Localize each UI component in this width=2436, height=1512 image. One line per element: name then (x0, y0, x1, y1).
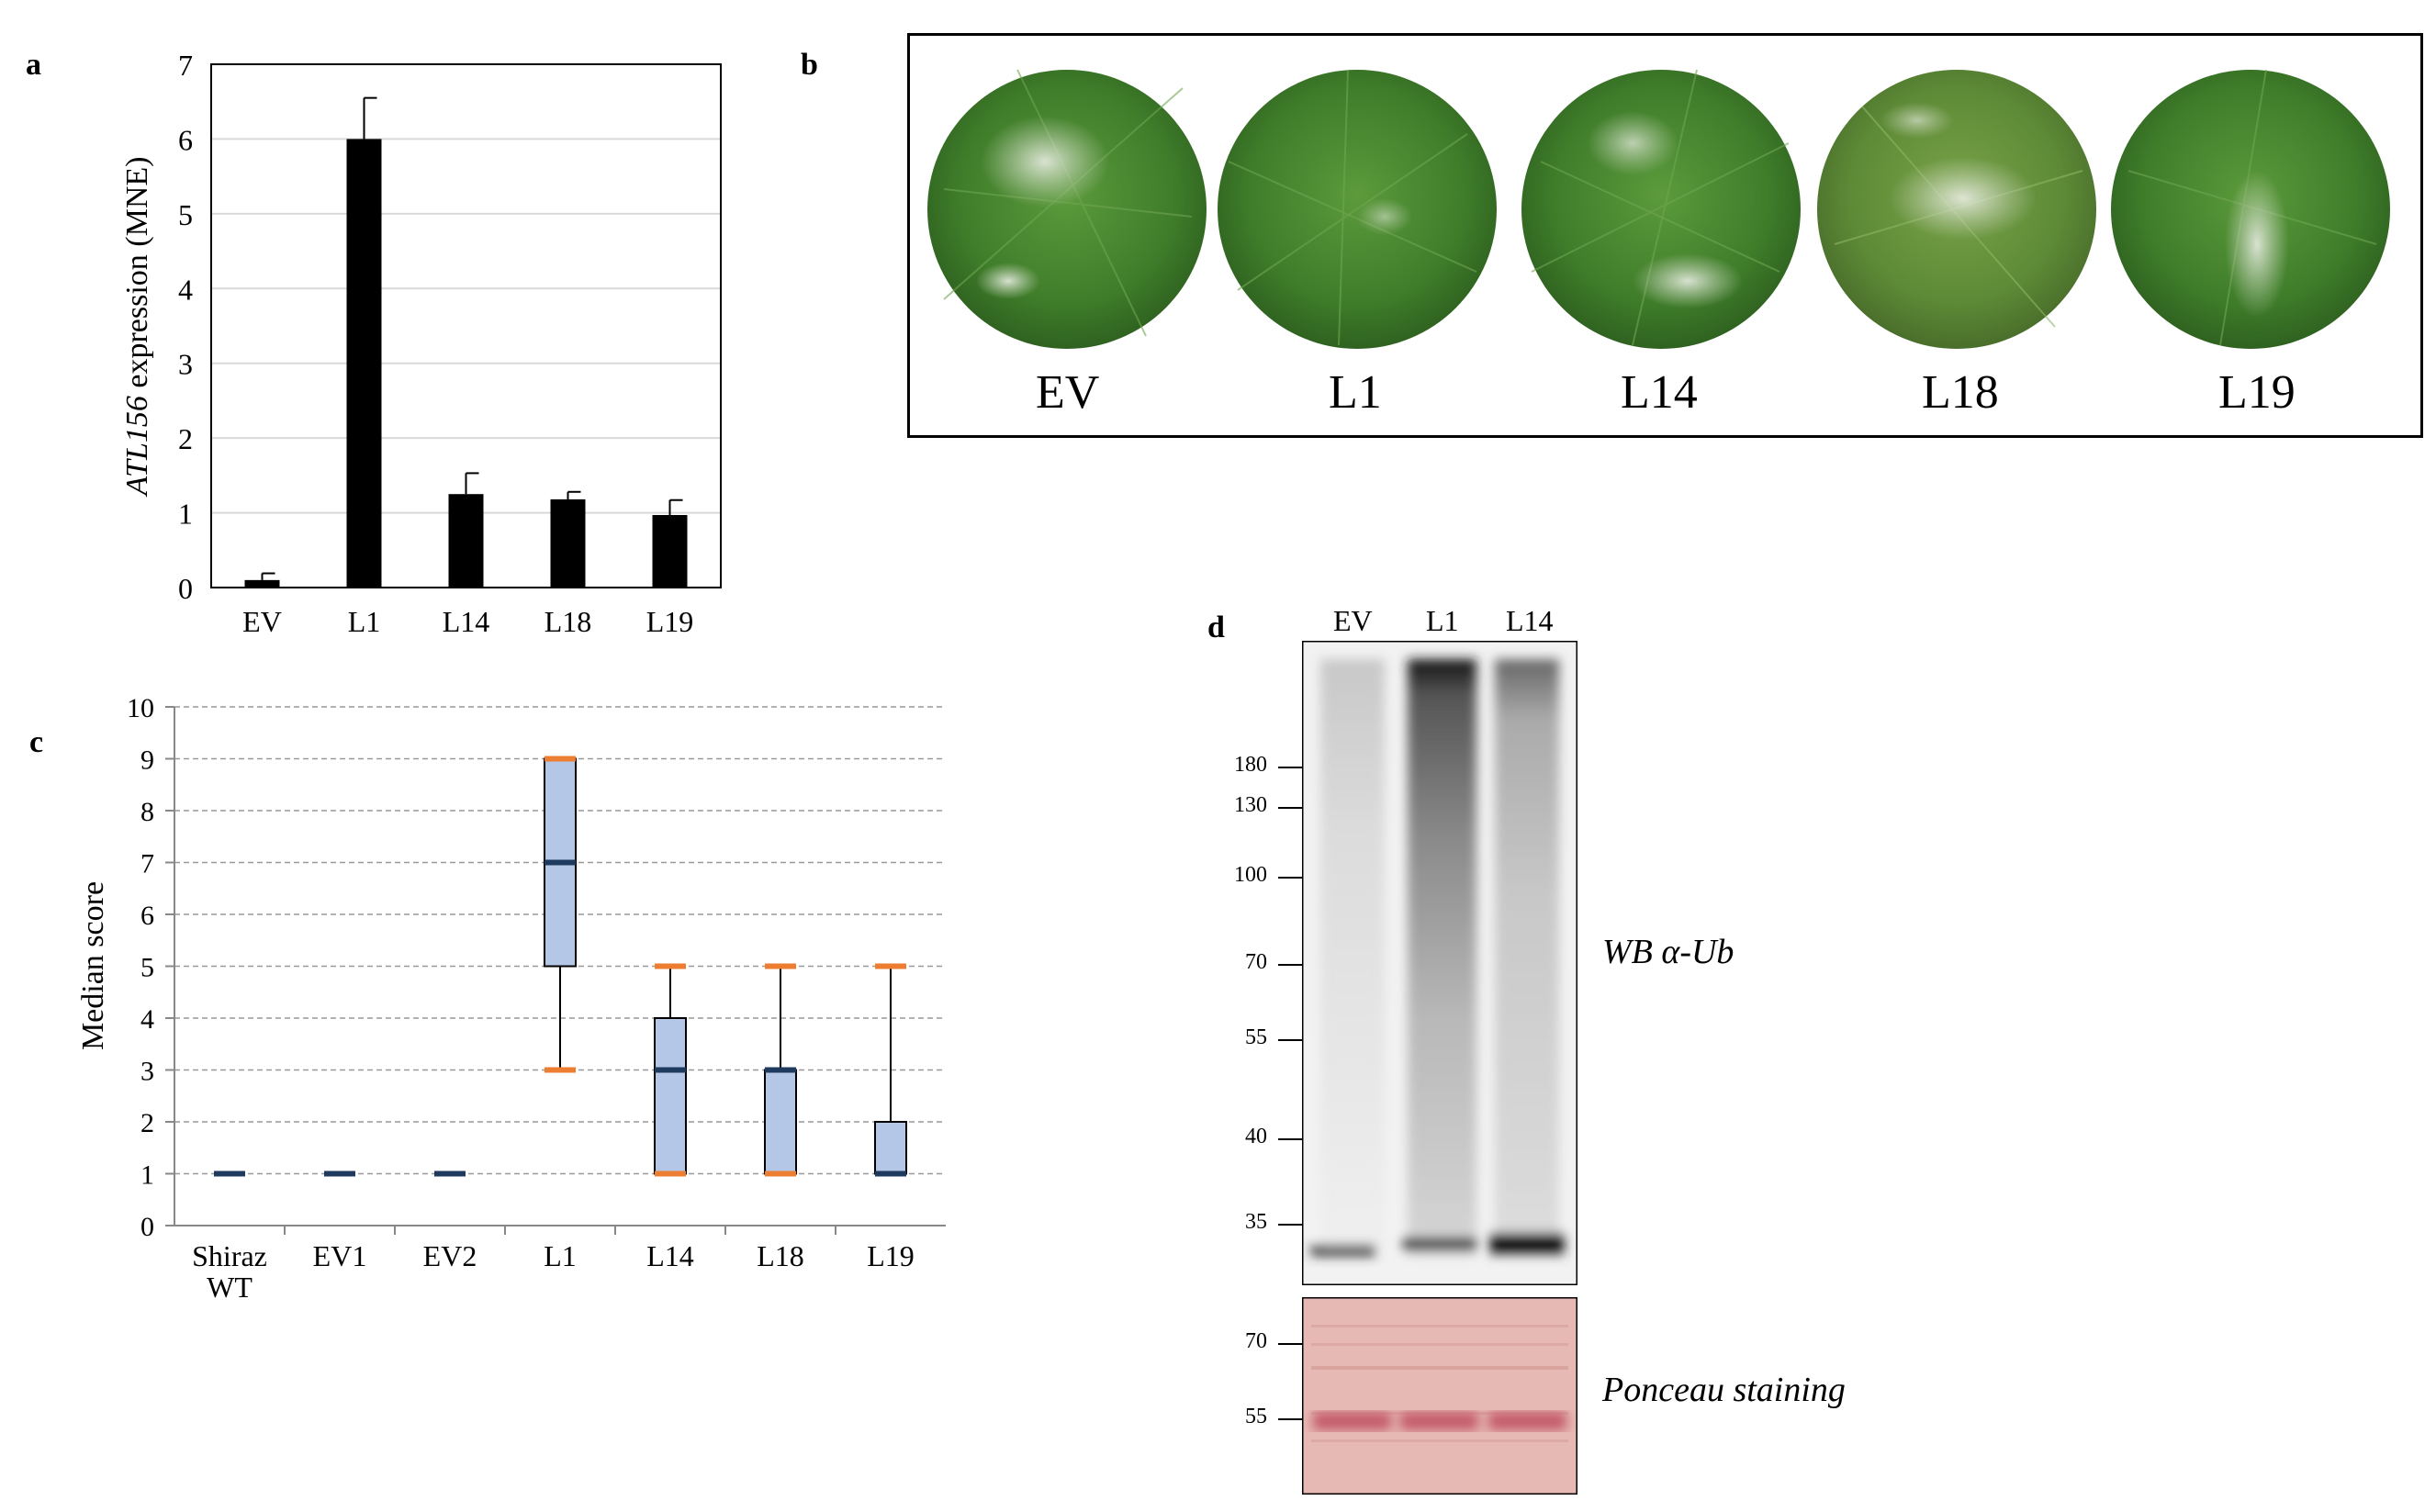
y-tick-label-a-4: 4 (178, 273, 193, 306)
x-tick-label-c-ev2: EV2 (423, 1239, 477, 1272)
y-tick-label-a-5: 5 (178, 198, 193, 231)
box-l19 (874, 1121, 907, 1175)
y-tick-label-a-2: 2 (178, 422, 193, 455)
x-tick-label-c-l19: L19 (867, 1239, 915, 1272)
western-blot-image (1302, 641, 1577, 1285)
mw-marker-100: 100 (1234, 863, 1267, 887)
y-tick-label-a-6: 6 (178, 123, 193, 156)
mw-marker-40: 40 (1245, 1125, 1267, 1148)
x-tick-label-c-shiraz-wt-0: Shiraz (192, 1239, 267, 1272)
mw-tick-ponceau-55 (1278, 1418, 1302, 1420)
panel-letter-c: c (29, 725, 44, 759)
y-tick-label-a-7: 7 (178, 49, 193, 82)
bar-l19 (652, 515, 688, 588)
panel-letter-a: a (26, 48, 41, 82)
mw-tick-35 (1278, 1224, 1302, 1226)
leaf-panel-frame (907, 33, 2423, 438)
y-tick-label-c-5: 5 (140, 953, 154, 983)
y-tick-label-c-9: 9 (140, 745, 154, 776)
mw-marker-180: 180 (1234, 753, 1267, 777)
mw-tick-ponceau-70 (1278, 1343, 1302, 1345)
leaf-disc-l1 (1218, 69, 1497, 349)
mw-tick-70 (1278, 964, 1302, 966)
mw-marker-70: 70 (1245, 950, 1267, 974)
bar-l1 (346, 139, 382, 588)
mw-tick-40 (1278, 1138, 1302, 1140)
y-tick-label-c-7: 7 (140, 849, 154, 879)
leaf-label-ev: EV (1036, 366, 1100, 419)
y-tick-label-a-1: 1 (178, 498, 193, 531)
leaf-disc-l19 (2111, 69, 2390, 349)
y-axis-label-gene: ATL156 (120, 396, 154, 497)
y-tick-label-c-8: 8 (140, 797, 154, 827)
blot-label-ponceau: Ponceau staining (1602, 1371, 1846, 1409)
y-axis-label-a: ATL156 expression (MNE) (120, 157, 154, 498)
y-tick-label-c-1: 1 (140, 1160, 154, 1191)
x-tick-label-c-l14: L14 (646, 1239, 694, 1272)
box-l14 (654, 1017, 687, 1175)
leaf-label-l19: L19 (2218, 366, 2296, 419)
mw-marker-ponceau-55: 55 (1245, 1405, 1267, 1428)
blot-lane-l1: L1 (1426, 604, 1459, 637)
mw-marker-55: 55 (1245, 1025, 1267, 1049)
x-tick-label-c-l1: L1 (544, 1239, 577, 1272)
x-tick-label-a-l18: L18 (544, 605, 592, 638)
blot-lane-ev: EV (1333, 604, 1373, 637)
bar-l18 (550, 498, 586, 588)
y-axis-label-c: Median score (76, 881, 110, 1050)
leaf-label-l18: L18 (1922, 366, 1999, 419)
y-tick-label-c-6: 6 (140, 901, 154, 931)
y-tick-label-a-3: 3 (178, 348, 193, 381)
mw-marker-35: 35 (1245, 1210, 1267, 1234)
mw-marker-130: 130 (1234, 793, 1267, 817)
x-tick-label-a-l19: L19 (646, 605, 694, 638)
leaf-images (927, 69, 2390, 349)
mw-tick-180 (1278, 767, 1302, 768)
ponceau-stain-image (1302, 1297, 1577, 1495)
bar-chart-expression: 0 1 2 3 4 5 6 7 EV L1 L14 L18 L19 ATL156 expression… (120, 49, 722, 638)
bar-l14 (448, 494, 484, 588)
y-tick-label-c-3: 3 (140, 1057, 154, 1087)
y-tick-label-c-4: 4 (140, 1004, 154, 1035)
blot-label-wb: WB α-Ub (1602, 933, 1734, 971)
leaf-disc-ev (927, 69, 1207, 349)
blot-lane-l14: L14 (1506, 604, 1554, 637)
leaf-label-l14: L14 (1621, 366, 1698, 419)
y-tick-label-c-2: 2 (140, 1108, 154, 1138)
y-axis-label-suffix: expression (MNE) (120, 157, 154, 397)
leaf-label-l1: L1 (1329, 366, 1382, 419)
y-tick-label-a-0: 0 (178, 572, 193, 605)
mw-tick-55 (1278, 1039, 1302, 1041)
mw-marker-ponceau-70: 70 (1245, 1329, 1267, 1353)
x-tick-label-a-l1: L1 (348, 605, 381, 638)
y-tick-label-c-0: 0 (140, 1212, 154, 1242)
x-tick-label-a-l14: L14 (443, 605, 490, 638)
plot-frame-a (210, 63, 722, 588)
x-tick-label-c-l18: L18 (757, 1239, 804, 1272)
x-tick-label-a-ev: EV (242, 605, 282, 638)
panel-letter-d: d (1207, 610, 1225, 644)
x-tick-label-c-shiraz-wt-1: WT (207, 1271, 253, 1304)
bar-ev (244, 579, 280, 588)
y-tick-label-c-10: 10 (127, 693, 154, 723)
mw-tick-130 (1278, 807, 1302, 809)
box-l18 (764, 1069, 797, 1175)
mw-tick-100 (1278, 877, 1302, 879)
blot-ponceau-frame (1302, 1297, 1577, 1495)
leaf-disc-l18 (1817, 70, 2096, 349)
leaf-disc-l14 (1521, 69, 1801, 349)
x-tick-label-c-ev1: EV1 (313, 1239, 367, 1272)
panel-letter-b: b (801, 48, 818, 82)
